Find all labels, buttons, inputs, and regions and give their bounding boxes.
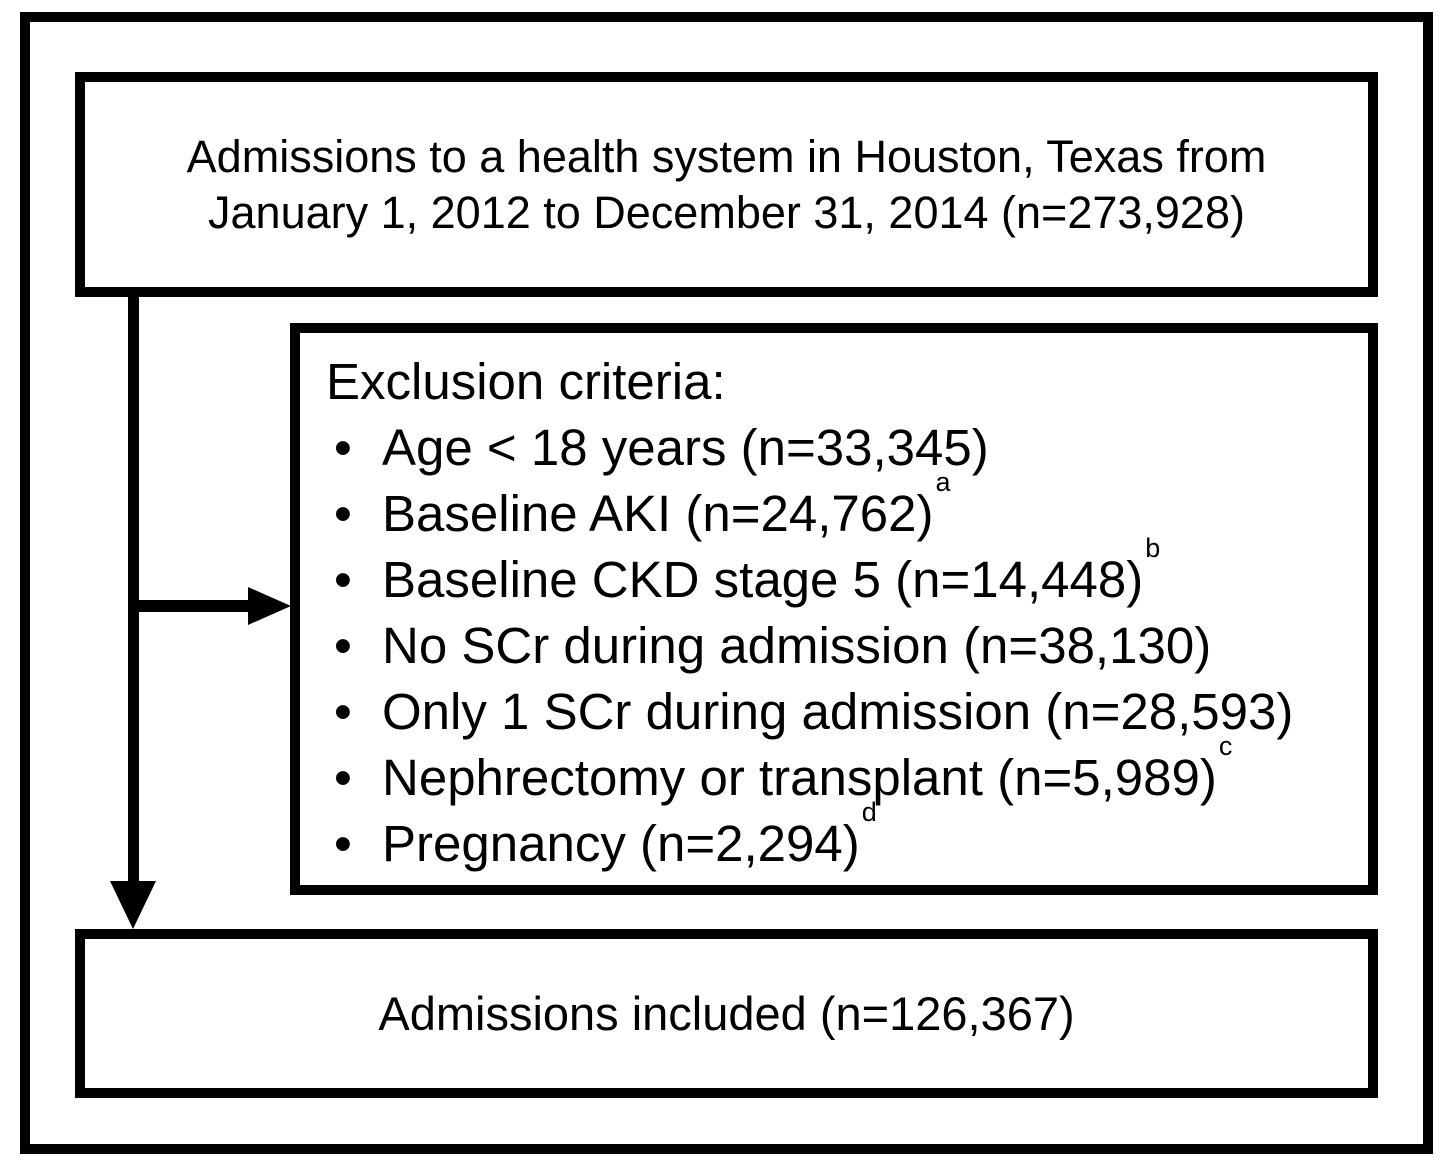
admissions-included-box: Admissions included (n=126,367)	[75, 929, 1378, 1098]
exclusion-item-only-1-scr: Only 1 SCr during admission (n=28,593)	[326, 679, 1350, 745]
flow-arrow-right-head	[248, 587, 291, 625]
footnote-marker-c: c	[1218, 731, 1233, 761]
exclusion-heading: Exclusion criteria:	[326, 353, 726, 410]
exclusion-item-age: Age < 18 years (n=33,345)	[326, 415, 1350, 481]
source-population-line1: Admissions to a health system in Houston…	[186, 130, 1267, 182]
exclusion-item-baseline-aki: Baseline AKI (n=24,762)a	[326, 469, 1350, 548]
footnote-marker-b: b	[1145, 533, 1161, 563]
admissions-included-label: Admissions included (n=126,367)	[378, 987, 1075, 1040]
exclusion-item-no-scr: No SCr during admission (n=38,130)	[326, 613, 1350, 679]
exclusion-item-baseline-ckd: Baseline CKD stage 5 (n=14,448)b	[326, 535, 1350, 614]
source-population-box: Admissions to a health system in Houston…	[75, 72, 1378, 297]
diagram-outer-border	[20, 12, 1433, 1154]
source-population-line2: January 1, 2012 to December 31, 2014 (n=…	[208, 186, 1245, 238]
exclusion-item-pregnancy: Pregnancy (n=2,294)d	[326, 799, 1350, 878]
exclusion-criteria-box: Exclusion criteria: Age < 18 years (n=33…	[290, 323, 1378, 895]
flow-arrow-horizontal-shaft	[128, 600, 250, 612]
flow-arrow-vertical-shaft	[128, 294, 139, 886]
footnote-marker-d: d	[861, 797, 877, 827]
footnote-marker-a: a	[935, 467, 951, 497]
exclusion-item-nephrectomy-transplant: Nephrectomy or transplant (n=5,989)c	[326, 733, 1350, 812]
flow-arrow-down-head	[110, 881, 156, 929]
exclusion-list: Age < 18 years (n=33,345) Baseline AKI (…	[326, 415, 1350, 877]
